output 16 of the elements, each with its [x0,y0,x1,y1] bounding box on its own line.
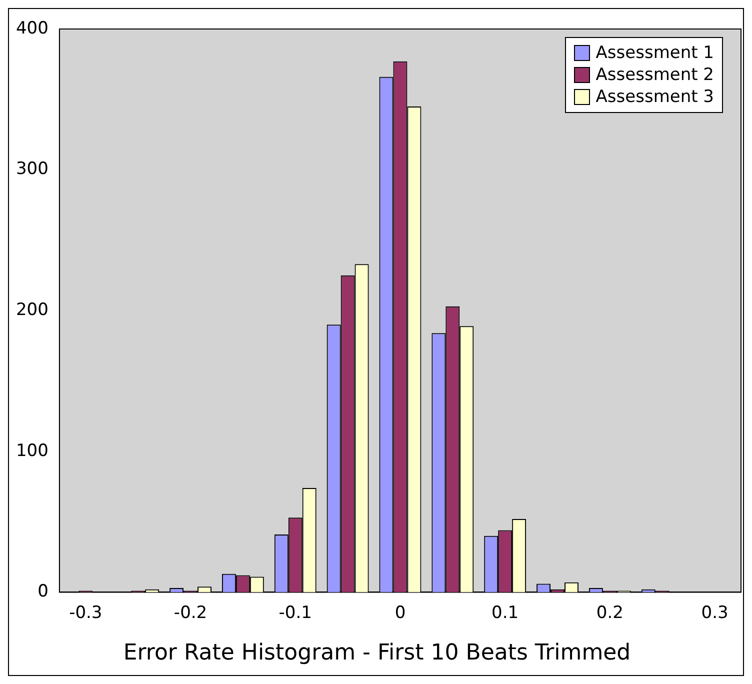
legend-label: Assessment 2 [596,64,714,86]
y-tick-label: 200 [16,300,48,320]
y-tick-label: 100 [16,440,48,461]
x-tick-label: -0.2 [174,602,208,623]
x-tick-label: -0.3 [69,602,102,623]
x-tick-label: 0.3 [701,602,728,623]
x-tick-label: 0.2 [596,602,624,623]
legend-label: Assessment 3 [596,86,714,108]
x-tick-label: -0.1 [278,602,312,623]
x-tick-label: 0.1 [492,602,519,623]
x-axis-title: Error Rate Histogram - First 10 Beats Trimmed [123,640,631,666]
y-tick-label: 300 [16,159,48,180]
y-tick-label: 0 [38,582,48,602]
legend-label: Assessment 1 [596,42,714,64]
x-tick-label: 0 [394,602,406,623]
y-tick-label: 400 [16,18,48,38]
